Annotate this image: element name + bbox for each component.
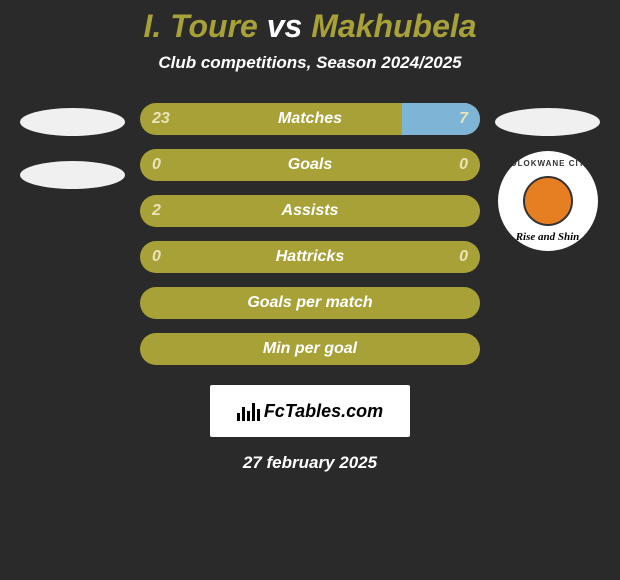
stat-value-left: 2 bbox=[152, 202, 161, 220]
left-avatar-column bbox=[15, 108, 130, 189]
comparison-card: I. Toure vs Makhubela Club competitions,… bbox=[0, 0, 620, 473]
player-left-name: I. Toure bbox=[143, 8, 257, 44]
stat-bar-goals-per-match: Goals per match bbox=[140, 287, 480, 319]
player-left-oval-1 bbox=[20, 108, 125, 136]
stat-label: Goals per match bbox=[247, 294, 372, 312]
stats-column: 23 Matches 7 0 Goals 0 2 Assists 0 Hattricks 0 Goal… bbox=[140, 103, 480, 365]
stat-label: Assists bbox=[282, 202, 339, 220]
player-right-name: Makhubela bbox=[311, 8, 476, 44]
date-text: 27 february 2025 bbox=[0, 453, 620, 473]
stat-bar-goals: 0 Goals 0 bbox=[140, 149, 480, 181]
vs-text: vs bbox=[267, 8, 303, 44]
page-title: I. Toure vs Makhubela bbox=[0, 8, 620, 45]
club-logo-bottom-text: Rise and Shin bbox=[498, 231, 598, 243]
fctables-logo-text: FcTables.com bbox=[264, 401, 383, 422]
stat-value-left: 0 bbox=[152, 156, 161, 174]
stat-label: Hattricks bbox=[276, 248, 344, 266]
player-left-oval-2 bbox=[20, 161, 125, 189]
stats-area: 23 Matches 7 0 Goals 0 2 Assists 0 Hattricks 0 Goal… bbox=[0, 103, 620, 365]
fctables-logo[interactable]: FcTables.com bbox=[210, 385, 410, 437]
stat-bar-assists: 2 Assists bbox=[140, 195, 480, 227]
right-avatar-column: POLOKWANE CITY Rise and Shin bbox=[490, 108, 605, 251]
stat-value-right: 0 bbox=[459, 248, 468, 266]
stat-label: Goals bbox=[288, 156, 332, 174]
club-logo-top-text: POLOKWANE CITY bbox=[498, 159, 598, 168]
chart-icon bbox=[237, 401, 260, 421]
stat-value-right: 7 bbox=[459, 110, 468, 128]
stat-label: Matches bbox=[278, 110, 342, 128]
club-logo-center-icon bbox=[523, 176, 573, 226]
club-logo-right: POLOKWANE CITY Rise and Shin bbox=[498, 151, 598, 251]
stat-bar-hattricks: 0 Hattricks 0 bbox=[140, 241, 480, 273]
stat-bar-matches: 23 Matches 7 bbox=[140, 103, 480, 135]
subtitle: Club competitions, Season 2024/2025 bbox=[0, 53, 620, 73]
player-right-oval-1 bbox=[495, 108, 600, 136]
stat-value-right: 0 bbox=[459, 156, 468, 174]
stat-value-left: 23 bbox=[152, 110, 170, 128]
stat-label: Min per goal bbox=[263, 340, 357, 358]
stat-bar-min-per-goal: Min per goal bbox=[140, 333, 480, 365]
stat-value-left: 0 bbox=[152, 248, 161, 266]
